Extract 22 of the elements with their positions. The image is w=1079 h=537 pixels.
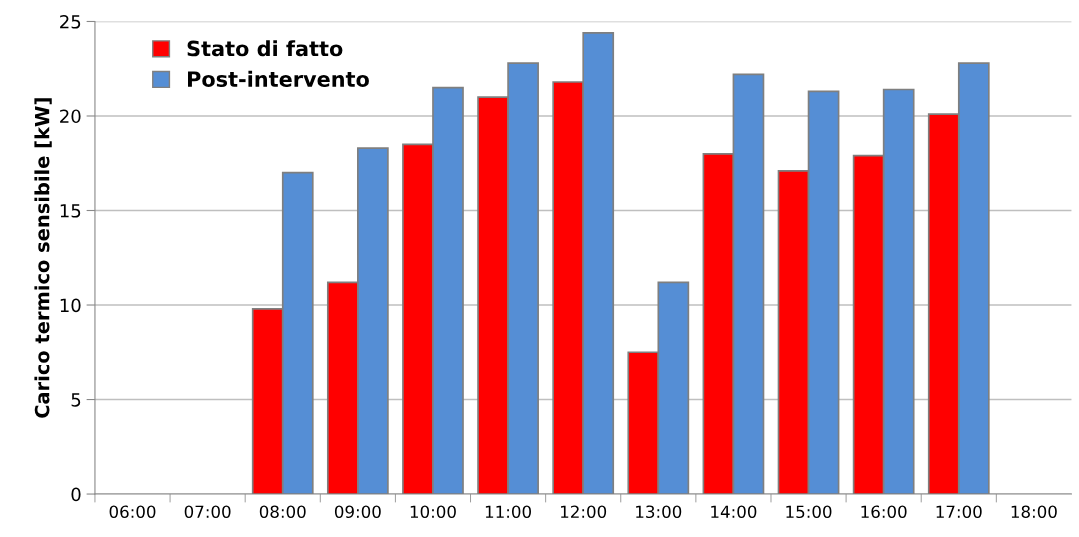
x-tick-label: 06:00	[109, 505, 156, 519]
x-tick-label: 13:00	[636, 505, 682, 519]
x-tick-label: 14:00	[711, 505, 757, 519]
legend-label: Post-intervento	[188, 70, 369, 87]
y-tick-label: 15	[60, 204, 81, 218]
x-tick-label: 07:00	[184, 505, 231, 519]
y-tick-label: 0	[71, 487, 81, 502]
y-tick-label: 5	[71, 393, 81, 407]
x-tick-label: 16:00	[861, 505, 907, 519]
x-tick-label: 15:00	[786, 505, 832, 519]
x-tick-label: 11:00	[485, 505, 531, 519]
x-tick-label: 09:00	[334, 505, 381, 519]
y-tick-label: 25	[60, 14, 81, 29]
x-tick-label: 12:00	[561, 505, 607, 519]
y-axis-title: Carico termico sensibile [kW]	[34, 98, 52, 418]
y-tick-label: 20	[60, 109, 81, 124]
y-tick-label: 10	[60, 298, 81, 313]
x-tick-label: 10:00	[410, 505, 456, 519]
legend-label: Stato di fatto	[187, 40, 343, 57]
x-tick-label: 18:00	[1011, 505, 1057, 519]
x-tick-label: 08:00	[259, 505, 306, 519]
x-tick-label: 17:00	[936, 505, 982, 519]
